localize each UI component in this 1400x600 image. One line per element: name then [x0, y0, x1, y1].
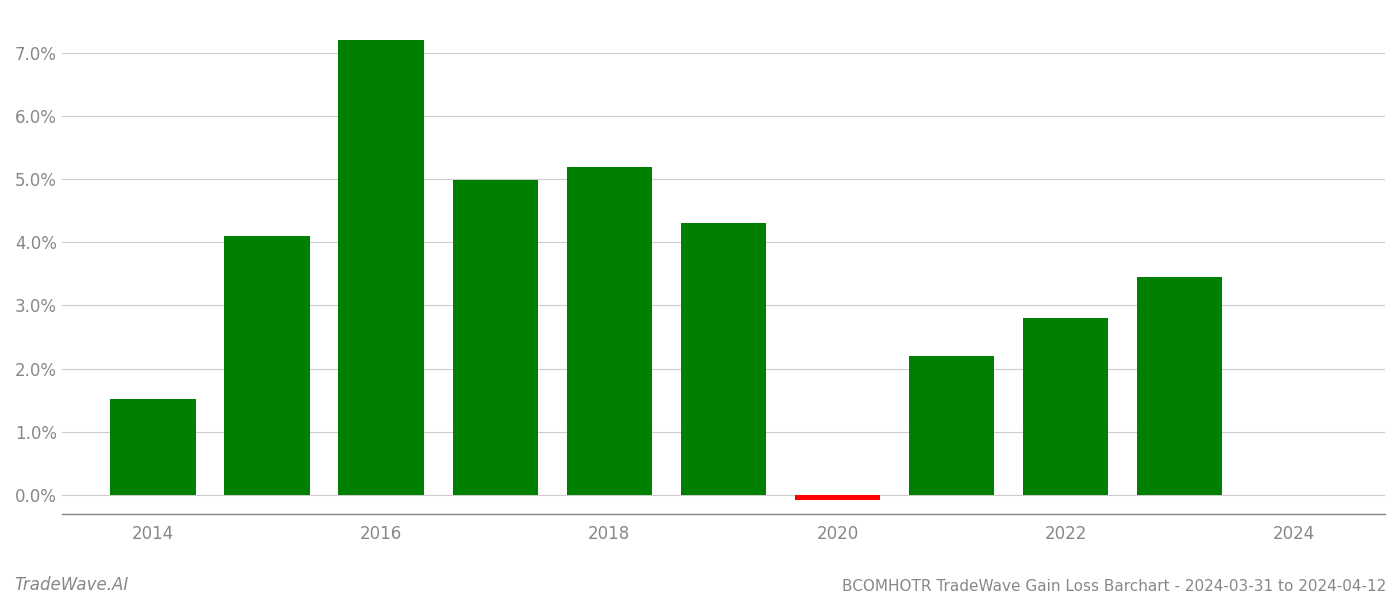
Text: BCOMHOTR TradeWave Gain Loss Barchart - 2024-03-31 to 2024-04-12: BCOMHOTR TradeWave Gain Loss Barchart - …: [841, 579, 1386, 594]
Bar: [1023, 318, 1109, 495]
Bar: [452, 181, 538, 495]
Bar: [680, 223, 766, 495]
Bar: [339, 40, 424, 495]
Bar: [795, 495, 881, 500]
Bar: [567, 167, 652, 495]
Bar: [1137, 277, 1222, 495]
Bar: [909, 356, 994, 495]
Bar: [224, 236, 309, 495]
Text: TradeWave.AI: TradeWave.AI: [14, 576, 129, 594]
Bar: [111, 399, 196, 495]
